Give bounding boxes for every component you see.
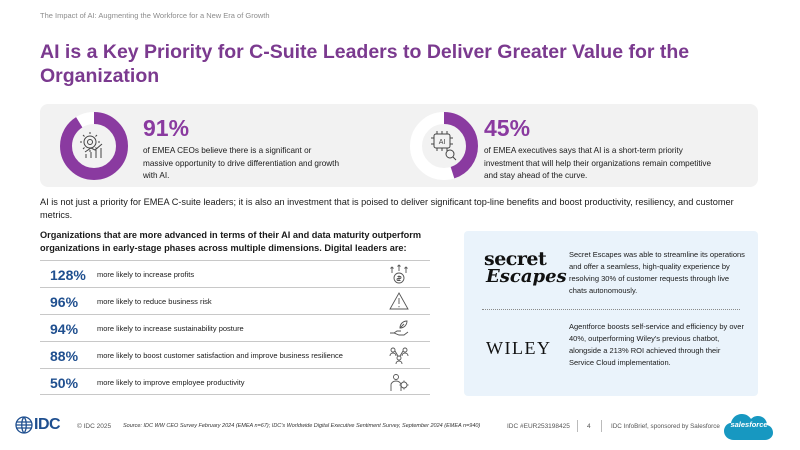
metric-value: 50% xyxy=(50,375,79,391)
source-note: Source: IDC WW CEO Survey February 2024 … xyxy=(123,423,481,429)
warning-icon xyxy=(389,292,409,310)
idc-logo-text: IDC xyxy=(34,416,61,433)
metric-row: 96% more likely to reduce business risk xyxy=(40,287,430,314)
secret-escapes-logo-line1: secret xyxy=(484,248,547,270)
stat-value-91: 91% xyxy=(143,115,190,141)
intro-paragraph: AI is not just a priority for EMEA C-sui… xyxy=(40,197,734,220)
header-kicker: The Impact of AI: Augmenting the Workfor… xyxy=(40,11,270,20)
metrics-list: 128% more likely to increase profits 96%… xyxy=(40,260,430,395)
money-growth-icon xyxy=(390,264,408,284)
metric-text: more likely to increase profits xyxy=(97,270,195,279)
document-id: IDC #EUR253198425 xyxy=(507,423,570,430)
metric-row: 50% more likely to improve employee prod… xyxy=(40,368,430,395)
sponsor-note: IDC InfoBrief, sponsored by Salesforce xyxy=(611,423,720,430)
metric-value: 88% xyxy=(50,348,79,364)
stat-91: 91% of EMEA CEOs believe there is a sign… xyxy=(40,104,400,187)
donut-ring-91 xyxy=(60,112,128,180)
metric-row: 128% more likely to increase profits xyxy=(40,260,430,287)
wiley-logo: WILEY xyxy=(486,338,552,358)
metric-text: more likely to reduce business risk xyxy=(97,297,212,306)
stat-45: AI 45% of EMEA executives says that AI i… xyxy=(410,104,758,187)
donut-ring-45: AI xyxy=(410,112,478,180)
list-heading: Organizations that are more advanced in … xyxy=(40,230,422,253)
metric-value: 94% xyxy=(50,321,79,337)
secret-escapes-logo: secret Escapes xyxy=(484,248,567,287)
metric-text: more likely to boost customer satisfacti… xyxy=(97,351,343,360)
idc-globe-icon xyxy=(15,416,33,434)
stat-value-45: 45% xyxy=(484,115,531,141)
page-title: AI is a Key Priority for C-Suite Leaders… xyxy=(40,41,690,87)
people-network-icon xyxy=(389,347,409,365)
case-studies-panel: secret Escapes Secret Escapes was able t… xyxy=(464,231,758,396)
salesforce-logo-text: salesforce xyxy=(730,420,768,429)
metric-text: more likely to increase sustainability p… xyxy=(97,324,244,333)
stats-panel: 91% of EMEA CEOs believe there is a sign… xyxy=(40,104,758,187)
salesforce-cloud-icon xyxy=(724,414,773,440)
footer-separator xyxy=(577,420,578,432)
stat-description-45: of EMEA executives says that AI is a sho… xyxy=(484,146,712,180)
metric-text: more likely to improve employee producti… xyxy=(97,378,245,387)
hand-leaf-icon xyxy=(390,320,409,336)
footer-separator xyxy=(601,420,602,432)
gear-growth-icon xyxy=(80,132,103,158)
employee-gear-icon xyxy=(390,374,409,391)
ai-chip-icon xyxy=(431,131,457,161)
metric-row: 94% more likely to increase sustainabili… xyxy=(40,314,430,341)
metric-value: 128% xyxy=(50,267,86,283)
ai-chip-label: AI xyxy=(439,139,446,146)
secret-escapes-logo-line2: Escapes xyxy=(486,266,567,287)
case-divider xyxy=(482,309,740,310)
footer: IDC © IDC 2025 Source: IDC WW CEO Survey… xyxy=(0,410,800,450)
case-text-secret-escapes: Secret Escapes was able to streamline it… xyxy=(569,250,745,295)
copyright: © IDC 2025 xyxy=(77,423,112,430)
metric-row: 88% more likely to boost customer satisf… xyxy=(40,341,430,368)
stat-description-91: of EMEA CEOs believe there is a signific… xyxy=(143,146,340,180)
case-text-wiley: Agentforce boosts self-service and effic… xyxy=(569,322,744,367)
metric-value: 96% xyxy=(50,294,79,310)
page-number: 4 xyxy=(587,423,591,430)
